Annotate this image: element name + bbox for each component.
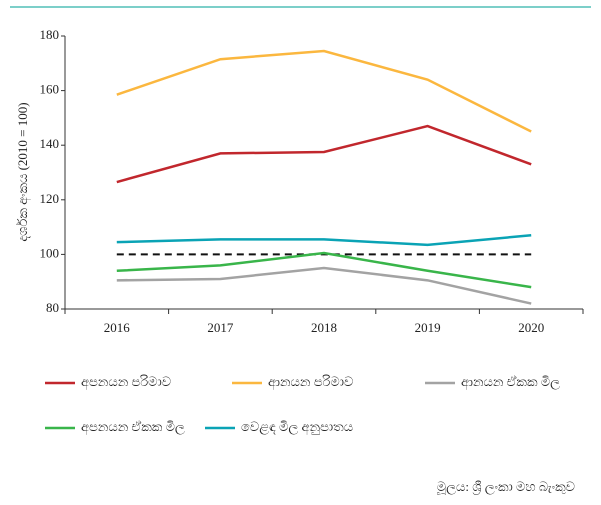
y-tick-label: 120 xyxy=(40,191,60,206)
series-line xyxy=(116,251,532,289)
y-tick-label: 140 xyxy=(40,136,60,151)
legend-label: ආනයන ඒකක මිල xyxy=(461,374,560,390)
y-tick-label: 160 xyxy=(40,82,60,97)
legend-label: අපනයන ඒකක මිල xyxy=(81,419,185,435)
y-tick-label: 100 xyxy=(40,245,60,260)
x-tick-label: 2019 xyxy=(415,320,441,335)
y-axis-label: දර්ශක අංකය (2010 = 100) xyxy=(15,102,31,241)
legend-label: අපනයන පරිමාව xyxy=(81,374,171,390)
y-tick-label: 80 xyxy=(46,300,59,315)
series-line xyxy=(116,234,532,247)
x-tick-label: 2017 xyxy=(207,320,234,335)
source-note: මූලය: ශ්‍රී ලංකා මහ බැංකුව xyxy=(436,479,575,495)
x-tick-label: 2016 xyxy=(104,320,131,335)
series-line xyxy=(116,124,532,184)
x-tick-label: 2018 xyxy=(311,320,337,335)
legend-label: ආනයන පරිමාව xyxy=(268,374,353,390)
legend-label: වෙළඳ මිල අනුපාතය xyxy=(241,419,353,435)
y-tick-label: 180 xyxy=(40,27,60,42)
series-line xyxy=(116,49,532,133)
series-line xyxy=(116,266,532,305)
x-tick-label: 2020 xyxy=(518,320,544,335)
